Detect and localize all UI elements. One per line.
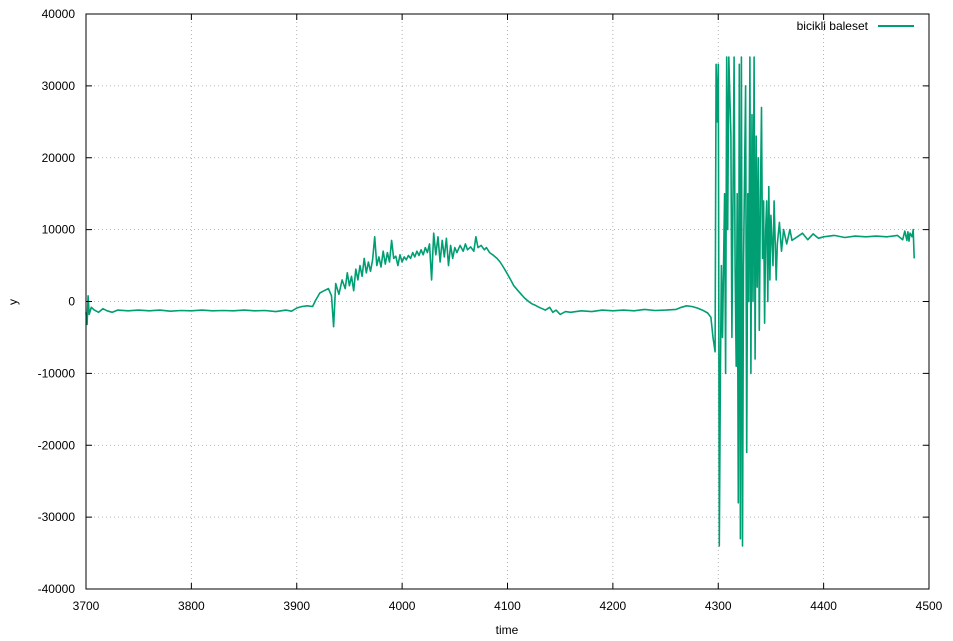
- series-layer: [85, 56, 915, 547]
- x-tick-label: 4200: [600, 599, 627, 613]
- legend-label: bicikli baleset: [797, 19, 869, 33]
- x-tick-label: 4300: [705, 599, 732, 613]
- legend: bicikli baleset: [797, 19, 914, 33]
- y-tick-label: -10000: [38, 366, 76, 380]
- y-tick-label: 10000: [42, 223, 76, 237]
- y-tick-label: -30000: [38, 510, 76, 524]
- axes: 3700 3800 3900 4000 4100 4200 4300 4400 4500 -400…: [38, 7, 943, 613]
- y-tick-label: 40000: [42, 7, 76, 21]
- x-tick-label: 3900: [283, 599, 310, 613]
- series-line-0: [85, 56, 915, 547]
- x-tick-label: 4400: [810, 599, 837, 613]
- x-tick-label: 4000: [389, 599, 416, 613]
- grid: [86, 14, 929, 589]
- y-tick-label: 30000: [42, 79, 76, 93]
- y-tick-label: -20000: [38, 438, 76, 452]
- y-tick-label: 20000: [42, 151, 76, 165]
- y-tick-label: 0: [68, 295, 75, 309]
- x-axis-label: time: [496, 623, 519, 637]
- x-tick-label: 4500: [916, 599, 943, 613]
- y-tick-label: -40000: [38, 582, 76, 596]
- x-tick-label: 4100: [494, 599, 521, 613]
- y-axis-label: y: [6, 299, 20, 305]
- x-tick-label: 3800: [178, 599, 205, 613]
- x-tick-label: 3700: [73, 599, 100, 613]
